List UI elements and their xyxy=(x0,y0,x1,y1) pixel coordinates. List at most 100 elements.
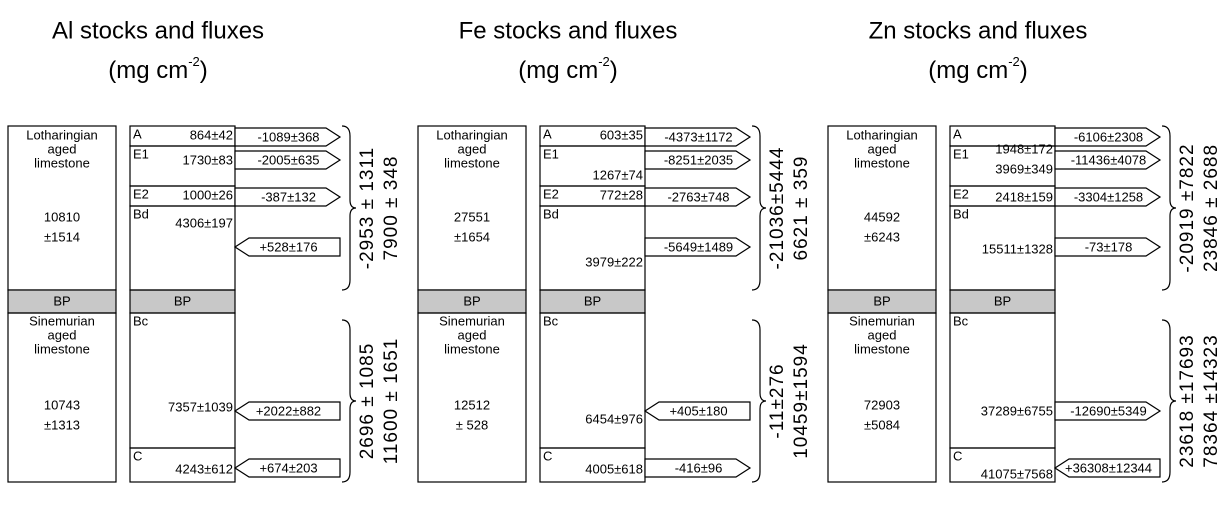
flux-arrow xyxy=(1053,458,1161,478)
horizon-label: Bc xyxy=(543,313,559,328)
total-stock: 23846 ± 2688 xyxy=(1201,144,1222,272)
unit-part: ) xyxy=(1020,57,1028,84)
flux-arrow xyxy=(644,150,752,170)
flux-value: +405±180 xyxy=(669,403,727,418)
rock-stock: ±1514 xyxy=(44,229,80,244)
rock-stock: 10743 xyxy=(44,397,80,412)
horizon-stock: 3969±349 xyxy=(995,161,1053,176)
flux-arrow xyxy=(234,187,342,207)
rock-stock: 72903 xyxy=(864,397,900,412)
unit-part: (mg cm xyxy=(928,57,1008,84)
unit-part: -2 xyxy=(1008,54,1020,69)
rock-name: limestone xyxy=(854,155,910,170)
total-flux: 23618 ±17693 xyxy=(1177,334,1198,467)
rock-name: Sinemurian xyxy=(29,313,95,328)
horizon-stock: 6454±976 xyxy=(585,411,643,426)
horizon-stock: 603±35 xyxy=(600,127,643,142)
rock-stock: ±1654 xyxy=(454,229,490,244)
flux-arrow xyxy=(644,237,752,257)
horizon-stock: 864±42 xyxy=(190,127,233,142)
total-flux: -20919 ±7822 xyxy=(1177,143,1198,272)
flux-value: -8251±2035 xyxy=(664,152,733,167)
horizon-stock: 1267±74 xyxy=(592,167,643,182)
unit: (mg cm-2) xyxy=(108,54,208,84)
bp-label: BP xyxy=(174,293,191,308)
bp-label: BP xyxy=(873,293,890,308)
rock-name: Lotharingian xyxy=(436,127,508,142)
flux-value: -416±96 xyxy=(675,460,723,475)
unit: (mg cm-2) xyxy=(518,54,618,84)
flux-value: -12690±5349 xyxy=(1070,403,1147,418)
horizon-label: Bd xyxy=(953,206,969,221)
flux-arrow xyxy=(1054,127,1162,147)
horizon-label: C xyxy=(543,448,552,463)
brace xyxy=(341,319,357,483)
horizon-label: E1 xyxy=(133,146,149,161)
horizon-box xyxy=(129,205,236,291)
brace xyxy=(1161,319,1177,483)
flux-value: -1089±368 xyxy=(257,129,319,144)
horizon-box xyxy=(539,312,646,449)
rock-box xyxy=(7,312,117,483)
flux-value: -2763±748 xyxy=(667,189,729,204)
total-flux: -11±276 xyxy=(767,363,788,438)
total-stock: 7900 ± 348 xyxy=(381,156,402,261)
total-flux: 2696 ± 1085 xyxy=(357,343,378,460)
rock-stock: 44592 xyxy=(864,209,900,224)
brace xyxy=(751,125,767,291)
horizon-box xyxy=(129,447,236,483)
horizon-stock: 4306±197 xyxy=(175,215,233,230)
rock-stock: ±5084 xyxy=(864,417,900,432)
horizon-label: Bd xyxy=(133,206,149,221)
flux-value: +528±176 xyxy=(259,239,317,254)
unit-part: -2 xyxy=(188,54,200,69)
bp-label: BP xyxy=(584,293,601,308)
horizon-box xyxy=(129,312,236,449)
horizon-label: A xyxy=(133,126,142,141)
unit-part: -2 xyxy=(598,54,610,69)
flux-arrow xyxy=(644,458,752,478)
bp-label: BP xyxy=(994,293,1011,308)
rock-name: Lotharingian xyxy=(26,127,98,142)
flux-value: -5649±1489 xyxy=(664,239,733,254)
bp-label: BP xyxy=(463,293,480,308)
horizon-label: Bd xyxy=(543,206,559,221)
flux-value: -3304±1258 xyxy=(1074,189,1143,204)
brace xyxy=(751,319,767,483)
unit-part: (mg cm xyxy=(518,57,598,84)
rock-name: Sinemurian xyxy=(849,313,915,328)
horizon-label: A xyxy=(543,126,552,141)
total-flux: -21036±5444 xyxy=(767,147,788,270)
flux-value: +36308±12344 xyxy=(1065,460,1152,475)
rock-stock: ±1313 xyxy=(44,417,80,432)
rock-name: limestone xyxy=(854,341,910,356)
rock-name: Lotharingian xyxy=(846,127,918,142)
rock-name: aged xyxy=(868,141,897,156)
rock-name: aged xyxy=(868,327,897,342)
flux-arrow xyxy=(233,401,341,421)
rock-stock: 12512 xyxy=(454,397,490,412)
horizon-stock: 2418±159 xyxy=(995,189,1053,204)
flux-arrow xyxy=(643,401,751,421)
horizon-label: A xyxy=(953,126,962,141)
flux-value: -6106±2308 xyxy=(1074,129,1143,144)
horizon-label: E2 xyxy=(133,186,149,201)
flux-arrow xyxy=(1054,187,1162,207)
horizon-stock: 37289±6755 xyxy=(981,403,1053,418)
rock-name: limestone xyxy=(34,341,90,356)
flux-arrow xyxy=(1054,150,1162,170)
rock-stock: ± 528 xyxy=(456,417,488,432)
flux-value: -387±132 xyxy=(261,189,316,204)
panel-title: Fe stocks and fluxes xyxy=(459,17,678,44)
flux-arrow xyxy=(644,187,752,207)
flux-value: -73±178 xyxy=(1085,239,1133,254)
unit-part: (mg cm xyxy=(108,57,188,84)
total-flux: -2953 ± 1311 xyxy=(357,147,378,269)
flux-arrow xyxy=(1054,237,1162,257)
flux-arrow xyxy=(644,127,752,147)
horizon-stock: 7357±1039 xyxy=(168,399,233,414)
horizon-stock: 4005±618 xyxy=(585,461,643,476)
brace xyxy=(1161,125,1177,291)
horizon-label: Bc xyxy=(133,313,149,328)
horizon-stock: 15511±1328 xyxy=(982,241,1053,256)
